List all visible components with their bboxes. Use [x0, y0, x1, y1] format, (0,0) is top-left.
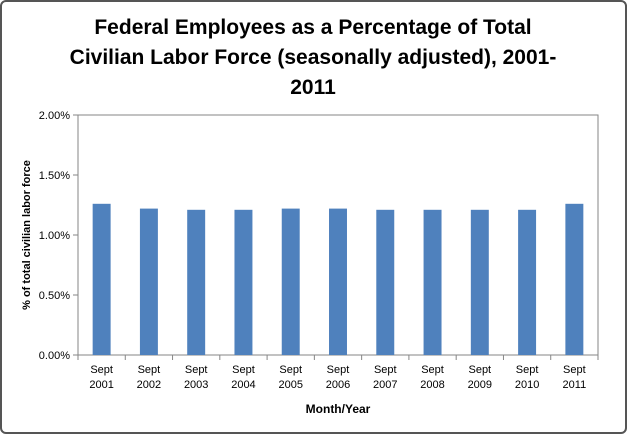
- x-tick-label: Sept: [185, 364, 208, 376]
- bar: [187, 209, 206, 355]
- chart-title-line-1: Federal Employees as a Percentage of Tot…: [94, 16, 531, 39]
- x-axis-label: Month/Year: [306, 402, 371, 416]
- y-tick-label: 1.50%: [39, 170, 70, 182]
- bar: [139, 208, 158, 355]
- x-tick-label: Sept: [232, 364, 255, 376]
- x-tick-label: 2007: [373, 379, 397, 391]
- y-tick-label: 1.00%: [39, 230, 70, 242]
- bar: [234, 209, 253, 355]
- bar: [281, 208, 300, 355]
- chart-title-line-3: 2011: [290, 76, 336, 99]
- x-tick-label: Sept: [468, 364, 491, 376]
- chart-title-line-2: Civilian Labor Force (seasonally adjuste…: [70, 46, 557, 69]
- x-tick-label: 2004: [231, 379, 255, 391]
- bar: [518, 209, 537, 355]
- plot-area: 0.00% 0.50% 1.00% 1.50% 2.00% Sept 2001 Sept 200…: [39, 110, 599, 391]
- x-tick-label: 2006: [326, 379, 350, 391]
- bar: [470, 209, 489, 355]
- x-tick-label: Sept: [374, 364, 397, 376]
- bar: [376, 209, 395, 355]
- y-tick-label: 0.00%: [39, 350, 70, 362]
- x-tick-label: 2008: [420, 379, 444, 391]
- x-tick-label: Sept: [90, 364, 113, 376]
- y-tick-label: 0.50%: [39, 290, 70, 302]
- x-tick-label: Sept: [516, 364, 539, 376]
- x-tick-label: 2009: [468, 379, 492, 391]
- x-tick-label: Sept: [327, 364, 350, 376]
- y-tick-label: 2.00%: [39, 110, 70, 122]
- y-axis-label: % of total civilian labor force: [21, 160, 33, 310]
- x-tick-label: Sept: [563, 364, 586, 376]
- bar: [329, 208, 347, 355]
- x-tick-label: Sept: [279, 364, 302, 376]
- x-tick-label: 2005: [278, 379, 302, 391]
- bar: [423, 209, 442, 355]
- chart-title: Federal Employees as a Percentage of Tot…: [70, 16, 557, 99]
- x-tick-label: 2003: [184, 379, 208, 391]
- x-tick-label: Sept: [138, 364, 161, 376]
- x-tick-label: 2002: [137, 379, 161, 391]
- x-tick-label: 2001: [89, 379, 113, 391]
- bar: [92, 203, 111, 355]
- x-tick-label: Sept: [421, 364, 444, 376]
- x-tick-label: 2010: [515, 379, 539, 391]
- x-tick-label: 2011: [563, 379, 587, 391]
- bar: [565, 203, 584, 355]
